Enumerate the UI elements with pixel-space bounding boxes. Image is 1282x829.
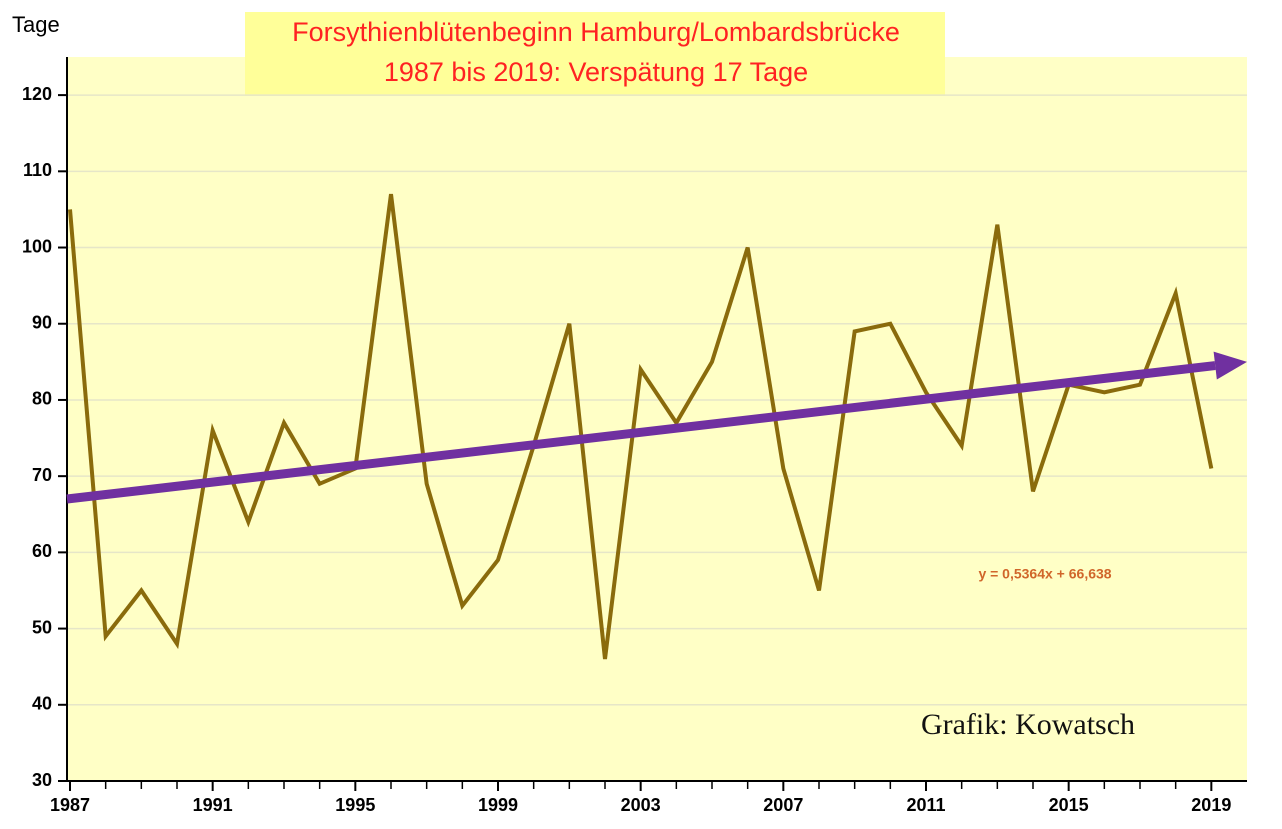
- y-tick-label: 30: [32, 770, 52, 790]
- y-tick-label: 120: [22, 84, 52, 104]
- chart-title: Forsythienblütenbeginn Hamburg/Lombardsb…: [292, 17, 900, 47]
- credit: Grafik: Kowatsch: [921, 708, 1135, 741]
- x-tick-label: 2011: [906, 795, 945, 815]
- x-tick-label: 2003: [621, 795, 661, 815]
- y-tick-label: 90: [32, 312, 52, 332]
- y-tick-label: 50: [32, 617, 52, 637]
- x-tick-label: 1995: [335, 795, 375, 815]
- x-tick-label: 2015: [1049, 795, 1089, 815]
- x-tick-label: 1991: [193, 795, 233, 815]
- x-tick-label: 1999: [478, 795, 518, 815]
- y-tick-label: 60: [32, 541, 52, 561]
- data-line: [68, 193, 1214, 660]
- y-tick-label: 80: [32, 389, 52, 409]
- y-tick-label: 70: [32, 465, 52, 485]
- y-tick-label: 100: [22, 236, 52, 256]
- x-tick-label: 1987: [50, 795, 90, 815]
- y-tick-label: 110: [23, 160, 52, 180]
- x-tick-label: 2007: [763, 795, 803, 815]
- title-box: [245, 12, 945, 96]
- y-tick-label: 40: [32, 694, 52, 714]
- trend-equation: y = 0,5364x + 66,638: [978, 566, 1111, 582]
- y-axis-label: Tage: [12, 12, 60, 37]
- x-tick-label: 2019: [1191, 795, 1231, 815]
- chart-subtitle: 1987 bis 2019: Verspätung 17 Tage: [384, 57, 808, 87]
- plot-area: [67, 57, 1247, 781]
- trend-line: [66, 361, 1216, 504]
- trend-arrowhead: [1213, 351, 1247, 380]
